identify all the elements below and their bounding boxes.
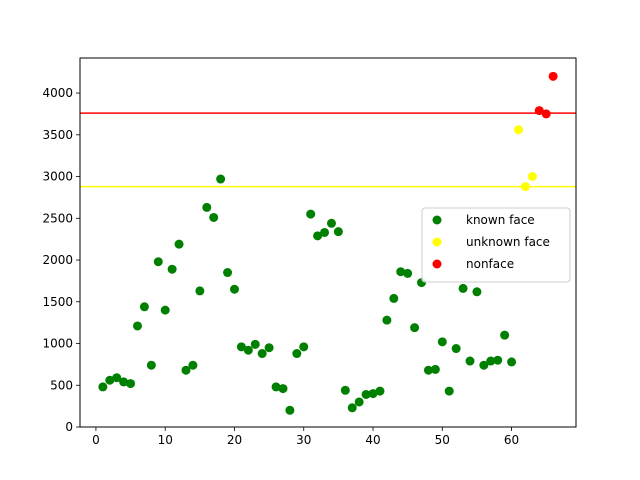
data-point xyxy=(520,182,530,192)
data-point xyxy=(347,403,357,413)
data-point xyxy=(229,284,239,294)
data-point xyxy=(202,202,212,212)
data-point xyxy=(174,239,184,249)
data-point xyxy=(98,382,108,392)
data-point xyxy=(548,71,558,81)
data-point xyxy=(126,379,136,389)
data-point xyxy=(493,355,503,365)
x-tick-label: 50 xyxy=(435,433,450,447)
data-point xyxy=(375,386,385,396)
data-point xyxy=(340,385,350,395)
legend-marker xyxy=(432,237,442,247)
data-point xyxy=(382,315,392,325)
data-point xyxy=(472,287,482,297)
data-point xyxy=(292,349,302,359)
x-tick-label: 0 xyxy=(92,433,100,447)
data-point xyxy=(257,349,267,359)
x-axis-ticks: 0 10 20 30 40 50 60 xyxy=(92,427,519,447)
data-point xyxy=(333,227,343,237)
data-point xyxy=(368,389,378,399)
data-point xyxy=(451,344,461,354)
data-point xyxy=(119,377,129,387)
x-tick-label: 60 xyxy=(504,433,519,447)
data-point xyxy=(181,365,191,375)
data-point xyxy=(167,264,177,274)
data-point xyxy=(299,342,309,352)
y-tick-label: 4000 xyxy=(42,86,73,100)
data-point xyxy=(112,373,122,383)
y-tick-label: 3000 xyxy=(42,170,73,184)
data-point xyxy=(153,257,163,267)
y-tick-label: 3500 xyxy=(42,128,73,142)
data-point xyxy=(264,343,274,353)
data-point xyxy=(243,345,253,355)
data-point xyxy=(132,321,142,331)
threshold-lines xyxy=(80,112,576,188)
data-points xyxy=(98,71,558,415)
data-point xyxy=(534,106,544,116)
y-axis-ticks: 0 500 1000 1500 2000 2500 3000 3500 4000 xyxy=(42,86,80,434)
plot-area-frame xyxy=(79,57,577,428)
data-point xyxy=(437,337,447,347)
legend-label: unknown face xyxy=(466,235,550,249)
data-point xyxy=(410,323,420,333)
x-tick-label: 20 xyxy=(227,433,242,447)
data-point xyxy=(313,231,323,241)
data-point xyxy=(354,397,364,407)
data-point xyxy=(444,386,454,396)
data-point xyxy=(500,330,510,340)
y-tick-label: 1000 xyxy=(42,337,73,351)
data-point xyxy=(326,218,336,228)
data-point xyxy=(396,267,406,277)
data-point xyxy=(105,375,115,385)
legend-label: nonface xyxy=(466,257,514,271)
y-tick-label: 500 xyxy=(50,378,73,392)
y-tick-label: 2000 xyxy=(42,253,73,267)
data-point xyxy=(514,125,524,135)
y-tick-label: 0 xyxy=(65,420,73,434)
data-point xyxy=(236,342,246,352)
data-point xyxy=(541,109,551,119)
data-point xyxy=(423,365,433,375)
y-tick-label: 2500 xyxy=(42,211,73,225)
data-point xyxy=(209,212,219,222)
legend-marker xyxy=(432,215,442,225)
data-point xyxy=(285,405,295,415)
data-point xyxy=(278,384,288,394)
x-tick-label: 10 xyxy=(158,433,173,447)
data-point xyxy=(250,339,260,349)
data-point xyxy=(361,389,371,399)
legend: known face unknown face nonface xyxy=(421,207,571,283)
data-point xyxy=(160,305,170,315)
data-point xyxy=(479,360,489,370)
data-point xyxy=(306,209,316,219)
data-point xyxy=(486,356,496,366)
data-point xyxy=(527,172,537,182)
y-tick-label: 1500 xyxy=(42,295,73,309)
data-point xyxy=(271,382,281,392)
data-point xyxy=(188,360,198,370)
data-point xyxy=(146,360,156,370)
data-point xyxy=(465,356,475,366)
x-tick-label: 40 xyxy=(365,433,380,447)
legend-label: known face xyxy=(466,213,535,227)
data-point xyxy=(389,293,399,303)
x-tick-label: 30 xyxy=(296,433,311,447)
legend-box xyxy=(421,207,571,283)
data-point xyxy=(507,357,517,367)
data-point xyxy=(458,283,468,293)
data-point xyxy=(403,268,413,278)
data-point xyxy=(139,302,149,312)
data-point xyxy=(216,174,226,184)
data-point xyxy=(430,364,440,374)
data-point xyxy=(195,286,205,296)
legend-marker xyxy=(432,259,442,269)
data-point xyxy=(223,268,233,278)
data-point xyxy=(320,227,330,237)
